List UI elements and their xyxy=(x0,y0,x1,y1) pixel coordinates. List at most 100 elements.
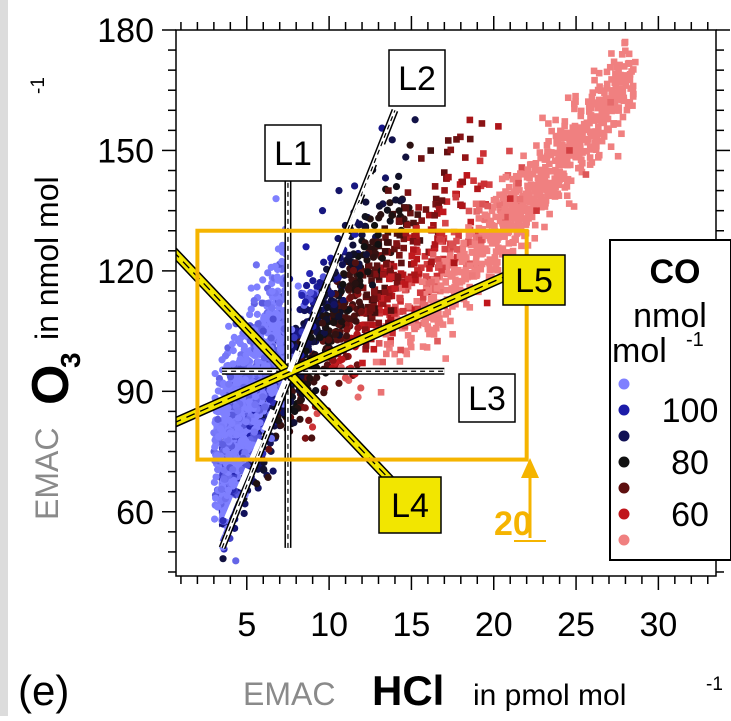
data-point xyxy=(381,174,390,182)
data-point xyxy=(393,240,400,247)
data-point xyxy=(466,116,474,124)
data-point xyxy=(392,196,400,204)
data-point xyxy=(580,120,588,128)
data-point xyxy=(254,358,262,366)
data-point xyxy=(476,157,484,165)
data-point xyxy=(551,187,558,195)
data-point xyxy=(603,96,611,103)
data-point xyxy=(531,234,539,242)
data-point xyxy=(561,143,568,151)
data-point xyxy=(385,187,392,194)
data-point xyxy=(361,326,369,333)
data-point xyxy=(614,70,622,78)
data-point xyxy=(588,104,595,112)
data-point xyxy=(595,96,603,104)
data-point xyxy=(502,220,510,228)
data-point xyxy=(472,200,480,208)
data-point xyxy=(607,143,615,151)
data-point xyxy=(577,107,585,115)
data-point xyxy=(375,273,383,281)
y-tick-label: 60 xyxy=(116,494,154,532)
data-point xyxy=(298,291,306,299)
data-point xyxy=(360,243,368,251)
data-point xyxy=(586,154,594,161)
data-point xyxy=(436,205,443,213)
data-point xyxy=(413,255,421,263)
data-point xyxy=(222,446,230,454)
data-point xyxy=(232,557,240,565)
data-point xyxy=(440,257,448,265)
data-point xyxy=(407,338,414,346)
data-point xyxy=(502,188,509,195)
data-point xyxy=(477,247,485,254)
y-tick-label: 150 xyxy=(97,132,154,170)
data-point xyxy=(352,317,360,325)
data-point xyxy=(236,355,244,363)
data-point xyxy=(563,177,571,184)
data-point xyxy=(451,264,458,272)
data-point xyxy=(247,284,255,292)
data-point xyxy=(390,263,398,270)
data-point xyxy=(589,99,597,106)
data-point xyxy=(407,209,414,217)
data-point xyxy=(543,186,551,194)
data-point xyxy=(491,266,498,273)
data-point xyxy=(393,279,401,286)
data-point xyxy=(523,173,531,181)
data-point xyxy=(518,242,525,250)
data-point xyxy=(556,153,564,160)
data-point xyxy=(370,288,378,295)
data-point xyxy=(308,434,316,442)
data-point xyxy=(551,180,558,187)
data-point xyxy=(520,152,527,160)
data-point xyxy=(529,170,537,178)
data-point xyxy=(233,431,241,439)
data-point xyxy=(453,237,460,245)
data-point xyxy=(533,142,540,149)
data-point xyxy=(471,268,478,275)
data-point xyxy=(492,213,499,221)
data-point xyxy=(219,389,227,397)
data-point xyxy=(563,192,571,200)
data-point xyxy=(267,334,275,342)
data-point xyxy=(547,187,555,194)
data-point xyxy=(489,234,497,241)
data-point xyxy=(441,187,448,194)
data-point xyxy=(577,156,585,163)
data-point xyxy=(364,303,372,311)
data-point xyxy=(473,240,481,248)
data-point xyxy=(421,316,429,323)
data-point xyxy=(506,212,513,220)
data-point xyxy=(353,361,361,369)
data-point xyxy=(383,238,391,246)
data-point xyxy=(450,259,458,267)
data-point xyxy=(475,206,483,214)
data-point xyxy=(211,515,219,523)
data-point xyxy=(568,141,576,149)
data-point xyxy=(462,154,469,161)
y-label-unit: in nmol mol xyxy=(29,176,65,340)
data-point xyxy=(524,167,532,175)
data-point xyxy=(401,281,409,288)
x-tick-label: 20 xyxy=(475,606,513,644)
data-point xyxy=(240,435,248,443)
data-point xyxy=(374,231,382,239)
data-point xyxy=(468,272,476,279)
data-point xyxy=(598,101,606,109)
data-point xyxy=(615,89,623,96)
data-point xyxy=(339,296,347,305)
data-point xyxy=(391,310,398,317)
data-point xyxy=(478,120,486,127)
data-point xyxy=(462,254,469,261)
data-point xyxy=(306,374,314,382)
data-point xyxy=(351,259,360,267)
data-point xyxy=(411,271,418,279)
data-point xyxy=(572,92,579,100)
data-point xyxy=(459,178,467,186)
data-point xyxy=(220,466,228,474)
data-point xyxy=(275,299,283,307)
data-point xyxy=(462,301,470,308)
data-point xyxy=(546,179,554,187)
data-point xyxy=(232,379,240,387)
data-point xyxy=(422,320,429,328)
